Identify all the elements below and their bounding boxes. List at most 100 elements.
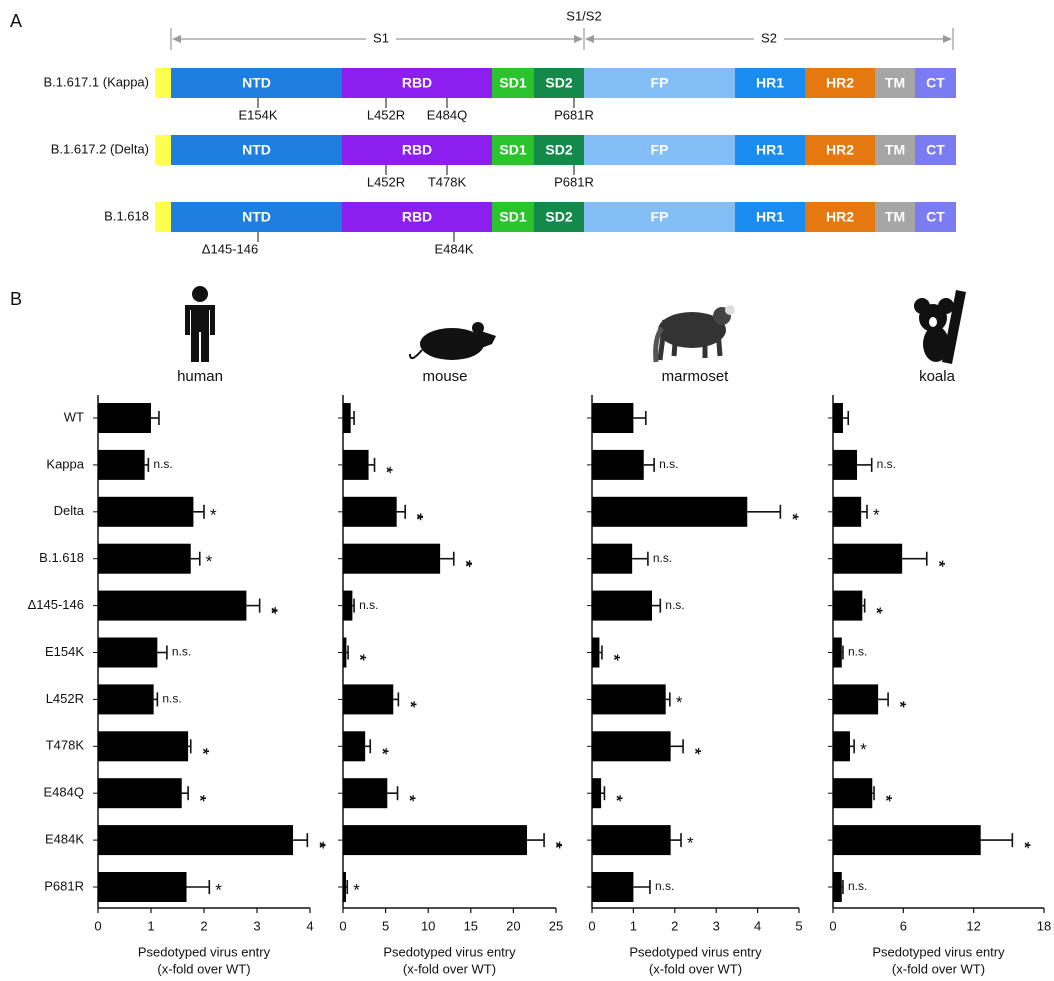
significance: *** — [310, 841, 329, 849]
mutation-label: L452R — [367, 174, 405, 189]
significance: ** — [929, 560, 948, 568]
category-label: WT — [64, 409, 84, 424]
category-label: Kappa — [46, 456, 84, 471]
domain-label: HR1 — [756, 209, 784, 225]
bar — [592, 403, 633, 433]
bar — [833, 731, 850, 761]
x-axis-label: (x-fold over WT) — [649, 961, 742, 976]
significance: ** — [351, 654, 370, 662]
x-tick-label: 4 — [754, 918, 761, 933]
category-label: T478K — [46, 738, 85, 753]
x-tick-label: 18 — [1037, 918, 1051, 933]
x-tick-label: 12 — [966, 918, 980, 933]
chart-title: koala — [919, 368, 956, 385]
bar — [833, 403, 843, 433]
domain-label: CT — [926, 75, 945, 91]
x-axis-label: Psedotyped virus entry — [383, 944, 516, 959]
bar — [343, 450, 369, 480]
significance: n.s. — [359, 598, 378, 612]
domain-label: FP — [651, 142, 669, 158]
bar — [343, 731, 365, 761]
bar — [592, 778, 601, 808]
row-label: B.1.617.1 (Kappa) — [43, 74, 149, 89]
domain-label: SD1 — [499, 75, 526, 91]
x-tick-label: 20 — [506, 918, 520, 933]
category-label: Δ145-146 — [28, 597, 84, 612]
mutation-label: E154K — [238, 107, 277, 122]
bar — [343, 872, 346, 902]
bar — [343, 825, 527, 855]
bar — [98, 450, 145, 480]
significance: * — [860, 740, 867, 759]
significance: n.s. — [162, 692, 181, 706]
category-label: E484Q — [44, 785, 84, 800]
significance: n.s. — [665, 598, 684, 612]
bar — [592, 638, 599, 668]
signal-peptide — [155, 135, 171, 165]
mutation-label: E484K — [434, 241, 473, 256]
category-label: L452R — [46, 691, 84, 706]
significance: ** — [877, 795, 896, 803]
x-tick-label: 4 — [306, 918, 313, 933]
significance: n.s. — [655, 879, 674, 893]
bar — [98, 731, 188, 761]
significance: ** — [400, 795, 419, 803]
x-axis-label: (x-fold over WT) — [403, 961, 496, 976]
region-label: S2 — [761, 30, 777, 45]
bar — [592, 684, 666, 714]
koala-icon — [914, 290, 966, 364]
bar — [833, 778, 872, 808]
x-axis-label: Psedotyped virus entry — [629, 944, 762, 959]
x-tick-label: 0 — [94, 918, 101, 933]
domain-label: RBD — [402, 209, 432, 225]
bar — [343, 591, 352, 621]
bar — [343, 403, 351, 433]
bar — [833, 872, 842, 902]
panel-label: A — [10, 11, 22, 31]
category-label: E154K — [45, 644, 84, 659]
significance: * — [215, 880, 222, 899]
significance: n.s. — [172, 645, 191, 659]
marmoset-icon — [656, 305, 735, 362]
domain-label: TM — [885, 75, 905, 91]
significance: ** — [373, 748, 392, 756]
bar — [98, 872, 187, 902]
x-tick-label: 1 — [630, 918, 637, 933]
significance: * — [210, 505, 217, 524]
domain-label: FP — [651, 209, 669, 225]
bar — [833, 825, 981, 855]
significance: ** — [191, 795, 210, 803]
mutation-label: T478K — [428, 174, 467, 189]
domain-label: HR2 — [826, 75, 854, 91]
category-label: Delta — [54, 503, 85, 518]
significance: * — [206, 552, 213, 571]
domain-label: SD1 — [499, 142, 526, 158]
significance: n.s. — [848, 879, 867, 893]
x-axis-label: Psedotyped virus entry — [872, 944, 1005, 959]
bar — [592, 731, 671, 761]
bar — [833, 544, 902, 574]
significance: n.s. — [659, 457, 678, 471]
domain-label: SD2 — [545, 209, 572, 225]
bar — [833, 497, 861, 527]
significance: ** — [1015, 841, 1034, 849]
x-tick-label: 2 — [671, 918, 678, 933]
bar — [343, 544, 440, 574]
significance: *** — [547, 841, 566, 849]
significance: * — [676, 693, 683, 712]
signal-peptide — [155, 68, 171, 98]
chart-title: marmoset — [662, 368, 730, 385]
mutation-label: L452R — [367, 107, 405, 122]
domain-label: NTD — [242, 209, 271, 225]
x-tick-label: 6 — [900, 918, 907, 933]
domain-label: HR2 — [826, 209, 854, 225]
bar — [592, 591, 652, 621]
significance: *** — [408, 513, 427, 521]
bar — [343, 778, 387, 808]
row-label: B.1.617.2 (Delta) — [51, 141, 149, 156]
bar — [98, 403, 151, 433]
significance: ** — [891, 701, 910, 709]
bar — [833, 591, 862, 621]
significance: *** — [456, 560, 475, 568]
x-axis-label: (x-fold over WT) — [157, 961, 250, 976]
